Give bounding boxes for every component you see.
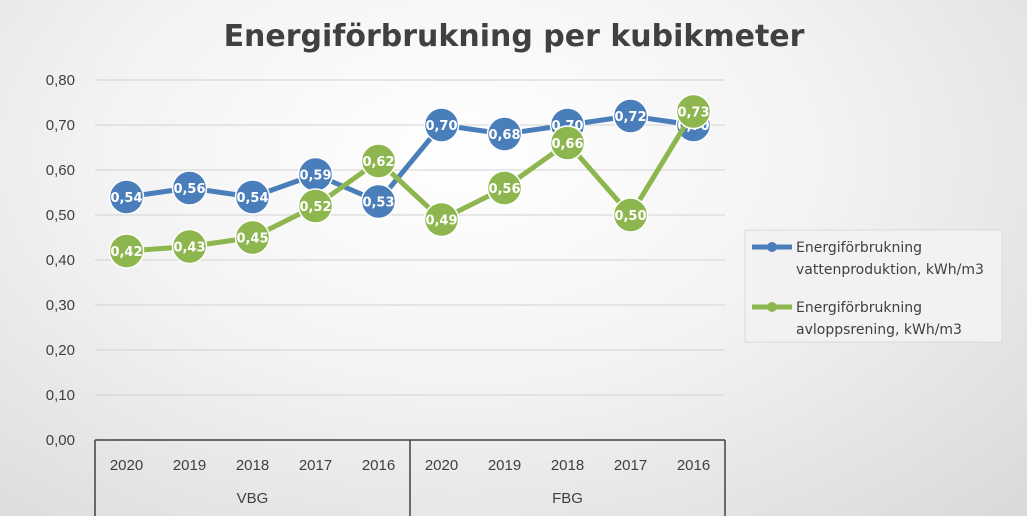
data-point [297, 188, 334, 224]
data-label: 0,45 [236, 232, 268, 247]
x-tick-label: 2018 [551, 457, 584, 474]
x-tick-label: 2019 [173, 457, 206, 474]
data-label: 0,56 [173, 182, 205, 197]
legend-entry-text: Energiförbrukning [796, 240, 922, 256]
y-tick-label: 0,20 [46, 342, 75, 359]
data-label: 0,59 [299, 169, 331, 184]
data-point [171, 170, 208, 206]
data-point [486, 170, 523, 206]
data-label: 0,43 [173, 241, 205, 256]
x-tick-label: 2016 [677, 457, 710, 474]
data-label: 0,50 [614, 209, 646, 224]
data-label: 0,72 [614, 110, 646, 125]
data-point [234, 219, 271, 256]
data-point [423, 201, 460, 238]
series-line [126, 110, 696, 254]
x-group-label: FBG [552, 490, 583, 507]
data-point [234, 179, 271, 215]
data-point [360, 183, 397, 220]
data-label: 0,49 [425, 214, 457, 229]
series-line [126, 113, 694, 204]
legend-entry-text: avloppsrening, kWh/m3 [796, 322, 962, 338]
data-point [612, 197, 649, 233]
series-2: 0,42 0,43 0,45 0,52 0,62 0,49 0,56 0,66 0,50 0,73 [108, 93, 712, 269]
x-tick-label: 2019 [488, 457, 521, 474]
data-label: 0,68 [488, 128, 520, 143]
data-label: 0,73 [677, 106, 709, 121]
x-tick-label: 2016 [362, 457, 395, 474]
data-label: 0,52 [299, 200, 331, 215]
y-tick-label: 0,30 [46, 297, 75, 314]
y-tick-label: 0,50 [46, 207, 75, 224]
x-group-label: VBG [237, 490, 269, 507]
data-point [108, 233, 145, 269]
x-tick-label: 2018 [236, 457, 269, 474]
data-label: 0,54 [110, 191, 142, 206]
data-point [675, 93, 712, 130]
chart-title: Energiförbrukning per kubikmeter [224, 19, 805, 54]
legend-entry-text: Energiförbrukning [796, 300, 922, 316]
series-lines: 0,540,560,540,590,530,700,680,700,720,70… [108, 93, 712, 269]
legend-swatch-marker [767, 242, 777, 252]
gridlines: 0,00 0,10 0,20 0,30 0,40 0,50 0,60 0,70 0,80 [46, 72, 725, 449]
y-tick-label: 0,00 [46, 432, 75, 449]
data-label: 0,42 [110, 245, 142, 260]
legend: Energiförbrukning vattenproduktion, kWh/m… [744, 229, 1003, 343]
data-label: 0,70 [425, 119, 457, 134]
x-tick-label: 2020 [110, 457, 143, 474]
y-tick-label: 0,80 [46, 72, 75, 89]
category-axis: 2020 2019 2018 2017 2016 2020 2019 2018 2017 2016… [94, 439, 726, 516]
legend-swatch-marker [767, 302, 777, 312]
y-tick-label: 0,40 [46, 252, 75, 269]
data-point [549, 125, 586, 161]
x-tick-label: 2017 [299, 457, 332, 474]
x-tick-label: 2017 [614, 457, 647, 474]
data-label: 0,53 [362, 196, 394, 211]
x-tick-label: 2020 [425, 457, 458, 474]
data-point [360, 143, 397, 179]
data-label: 0,54 [236, 191, 268, 206]
legend-entry-text: vattenproduktion, kWh/m3 [796, 262, 984, 278]
data-label: 0,56 [488, 182, 520, 197]
data-point [171, 228, 208, 265]
y-tick-label: 0,10 [46, 387, 75, 404]
y-tick-label: 0,70 [46, 117, 75, 134]
y-tick-label: 0,60 [46, 162, 75, 179]
data-point [612, 98, 649, 134]
data-point [108, 179, 145, 215]
data-point [423, 107, 460, 143]
data-label: 0,66 [551, 137, 583, 152]
data-label: 0,62 [362, 155, 394, 170]
data-point [486, 116, 523, 152]
